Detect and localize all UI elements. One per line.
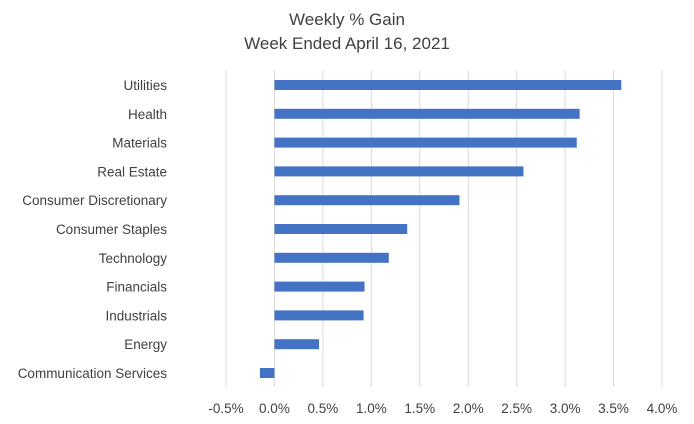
bar (274, 310, 364, 321)
bars (259, 80, 622, 378)
bar (274, 252, 389, 263)
chart-subtitle: Week Ended April 16, 2021 (244, 34, 450, 53)
x-tick-label: -0.5% (208, 401, 243, 416)
bar (274, 108, 580, 119)
category-label: Real Estate (97, 164, 167, 179)
category-label: Financials (106, 280, 167, 295)
category-label: Materials (112, 136, 167, 151)
x-tick-labels: -0.5% 0.0% 0.5% 1.0% 1.5% 2.0% 2.5% 3.0% 3.5% 4.0… (208, 401, 677, 416)
bar (274, 281, 365, 292)
bar (274, 339, 320, 350)
x-tick-label: 3.0% (550, 401, 581, 416)
category-label: Utilities (123, 78, 167, 93)
x-tick-label: 2.5% (501, 401, 532, 416)
x-tick-label: 4.0% (647, 401, 678, 416)
x-tick-label: 1.0% (356, 401, 387, 416)
bar (259, 368, 275, 378)
category-label: Health (128, 107, 167, 122)
bar (274, 224, 408, 234)
category-label: Energy (124, 337, 167, 352)
bar (274, 195, 460, 206)
gridlines (225, 70, 663, 387)
category-label: Communication Services (18, 366, 168, 381)
x-tick-label: 0.5% (307, 401, 338, 416)
category-label: Consumer Staples (56, 222, 167, 237)
category-label: Consumer Discretionary (22, 193, 167, 208)
x-tick-label: 3.5% (598, 401, 629, 416)
bar (274, 166, 524, 177)
category-label: Industrials (105, 308, 167, 323)
category-label: Technology (99, 251, 168, 266)
x-tick-label: 1.5% (404, 401, 435, 416)
bar (274, 80, 622, 90)
x-tick-label: 2.0% (453, 401, 484, 416)
chart-title: Weekly % Gain (289, 10, 405, 29)
bar (274, 137, 577, 148)
x-tick-label: 0.0% (259, 401, 290, 416)
category-labels: Utilities Health Materials Real Estate Consu… (18, 78, 168, 381)
